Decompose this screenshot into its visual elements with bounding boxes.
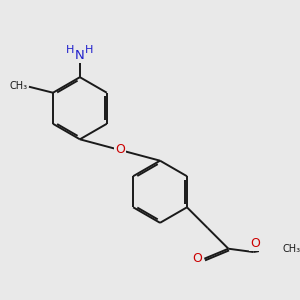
Text: O: O — [192, 252, 202, 265]
Text: H: H — [85, 46, 93, 56]
Text: O: O — [250, 237, 260, 250]
Text: O: O — [115, 143, 125, 157]
Text: N: N — [75, 49, 85, 62]
Text: CH₃: CH₃ — [9, 81, 27, 91]
Text: CH₃: CH₃ — [283, 244, 300, 254]
Text: H: H — [66, 46, 75, 56]
